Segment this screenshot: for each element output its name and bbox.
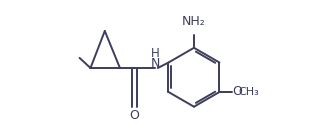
Text: O: O bbox=[129, 109, 139, 122]
Text: H: H bbox=[151, 47, 160, 60]
Text: CH₃: CH₃ bbox=[238, 87, 259, 97]
Text: NH₂: NH₂ bbox=[182, 16, 206, 28]
Text: N: N bbox=[151, 57, 160, 70]
Text: O: O bbox=[232, 86, 242, 98]
